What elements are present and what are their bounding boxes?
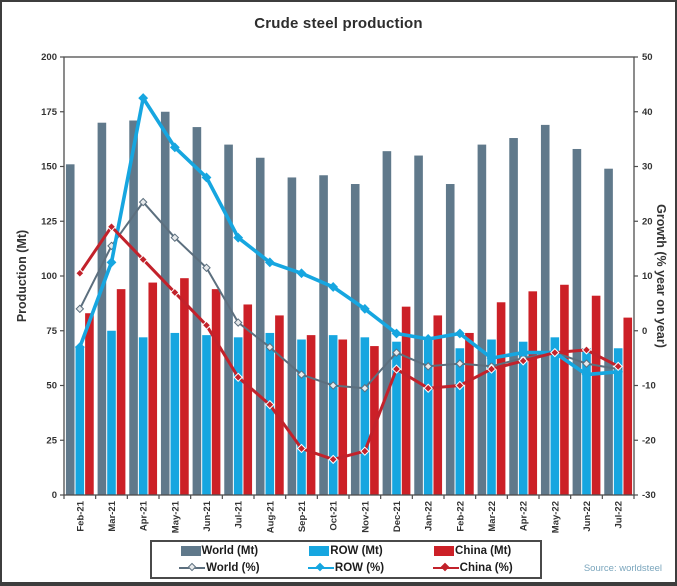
- svg-text:Jun-22: Jun-22: [582, 501, 593, 532]
- svg-text:25: 25: [46, 435, 57, 446]
- svg-text:75: 75: [46, 326, 57, 337]
- svg-text:50: 50: [642, 52, 653, 63]
- svg-text:100: 100: [41, 271, 57, 282]
- row-line-swatch-icon: [307, 562, 334, 573]
- svg-text:Feb-22: Feb-22: [455, 501, 466, 532]
- svg-text:Aug-21: Aug-21: [265, 500, 276, 533]
- svg-text:0: 0: [52, 490, 57, 501]
- legend-item-row-pct: ROW (%): [283, 562, 410, 574]
- svg-text:20: 20: [642, 216, 653, 227]
- svg-text:40: 40: [642, 107, 653, 118]
- legend-label: World (Mt): [201, 545, 259, 558]
- legend-item-row-mt: ROW (Mt): [283, 545, 410, 557]
- svg-text:175: 175: [41, 107, 58, 118]
- legend-item-china-pct: China (%): [409, 562, 536, 574]
- svg-text:-20: -20: [642, 435, 656, 446]
- svg-text:Mar-21: Mar-21: [107, 500, 118, 531]
- svg-text:Jul-21: Jul-21: [234, 500, 245, 528]
- svg-text:200: 200: [41, 52, 57, 63]
- svg-text:-30: -30: [642, 490, 656, 501]
- legend-label: China (%): [459, 561, 513, 574]
- legend-label: China (Mt): [455, 545, 512, 558]
- svg-text:May-22: May-22: [550, 501, 561, 533]
- china-line-swatch-icon: [432, 562, 459, 573]
- svg-text:Jul-22: Jul-22: [614, 501, 625, 528]
- svg-text:Nov-21: Nov-21: [360, 500, 371, 532]
- svg-text:0: 0: [642, 326, 647, 337]
- china-bar-swatch-icon: [434, 546, 455, 557]
- world-bar-swatch-icon: [180, 546, 201, 557]
- svg-text:Oct-21: Oct-21: [329, 500, 340, 530]
- chart-title: Crude steel production: [254, 15, 423, 32]
- legend-item-world-pct: World (%): [156, 562, 283, 574]
- svg-text:Apr-21: Apr-21: [139, 500, 150, 531]
- row-bar-swatch-icon: [309, 546, 330, 557]
- legend-label: ROW (Mt): [330, 545, 383, 558]
- svg-text:Jan-22: Jan-22: [424, 501, 435, 531]
- svg-text:Sep-21: Sep-21: [297, 500, 308, 532]
- legend-item-world-mt: World (Mt): [156, 545, 283, 557]
- svg-text:Jun-21: Jun-21: [202, 500, 213, 531]
- legend-item-china-mt: China (Mt): [409, 545, 536, 557]
- svg-text:150: 150: [41, 162, 57, 173]
- svg-text:May-21: May-21: [170, 500, 181, 533]
- legend-label: World (%): [206, 561, 260, 574]
- svg-text:Feb-21: Feb-21: [75, 500, 86, 531]
- svg-text:125: 125: [41, 216, 58, 227]
- svg-text:Apr-22: Apr-22: [519, 501, 530, 531]
- svg-text:10: 10: [642, 271, 653, 282]
- svg-text:Mar-22: Mar-22: [487, 501, 498, 532]
- chart-legend: World (Mt) ROW (Mt) China (Mt) World (%)…: [150, 540, 542, 579]
- chart-canvas: 0 25 50 75 100 125 150 175 200 -30 -20 -10 0 10 20 30 40…: [41, 52, 656, 533]
- legend-label: ROW (%): [334, 561, 385, 574]
- svg-text:50: 50: [46, 381, 57, 392]
- svg-text:-10: -10: [642, 381, 656, 392]
- world-line-swatch-icon: [179, 562, 206, 573]
- svg-text:Dec-21: Dec-21: [392, 500, 403, 532]
- source-note: Source: worldsteel: [583, 563, 662, 574]
- svg-text:30: 30: [642, 162, 653, 173]
